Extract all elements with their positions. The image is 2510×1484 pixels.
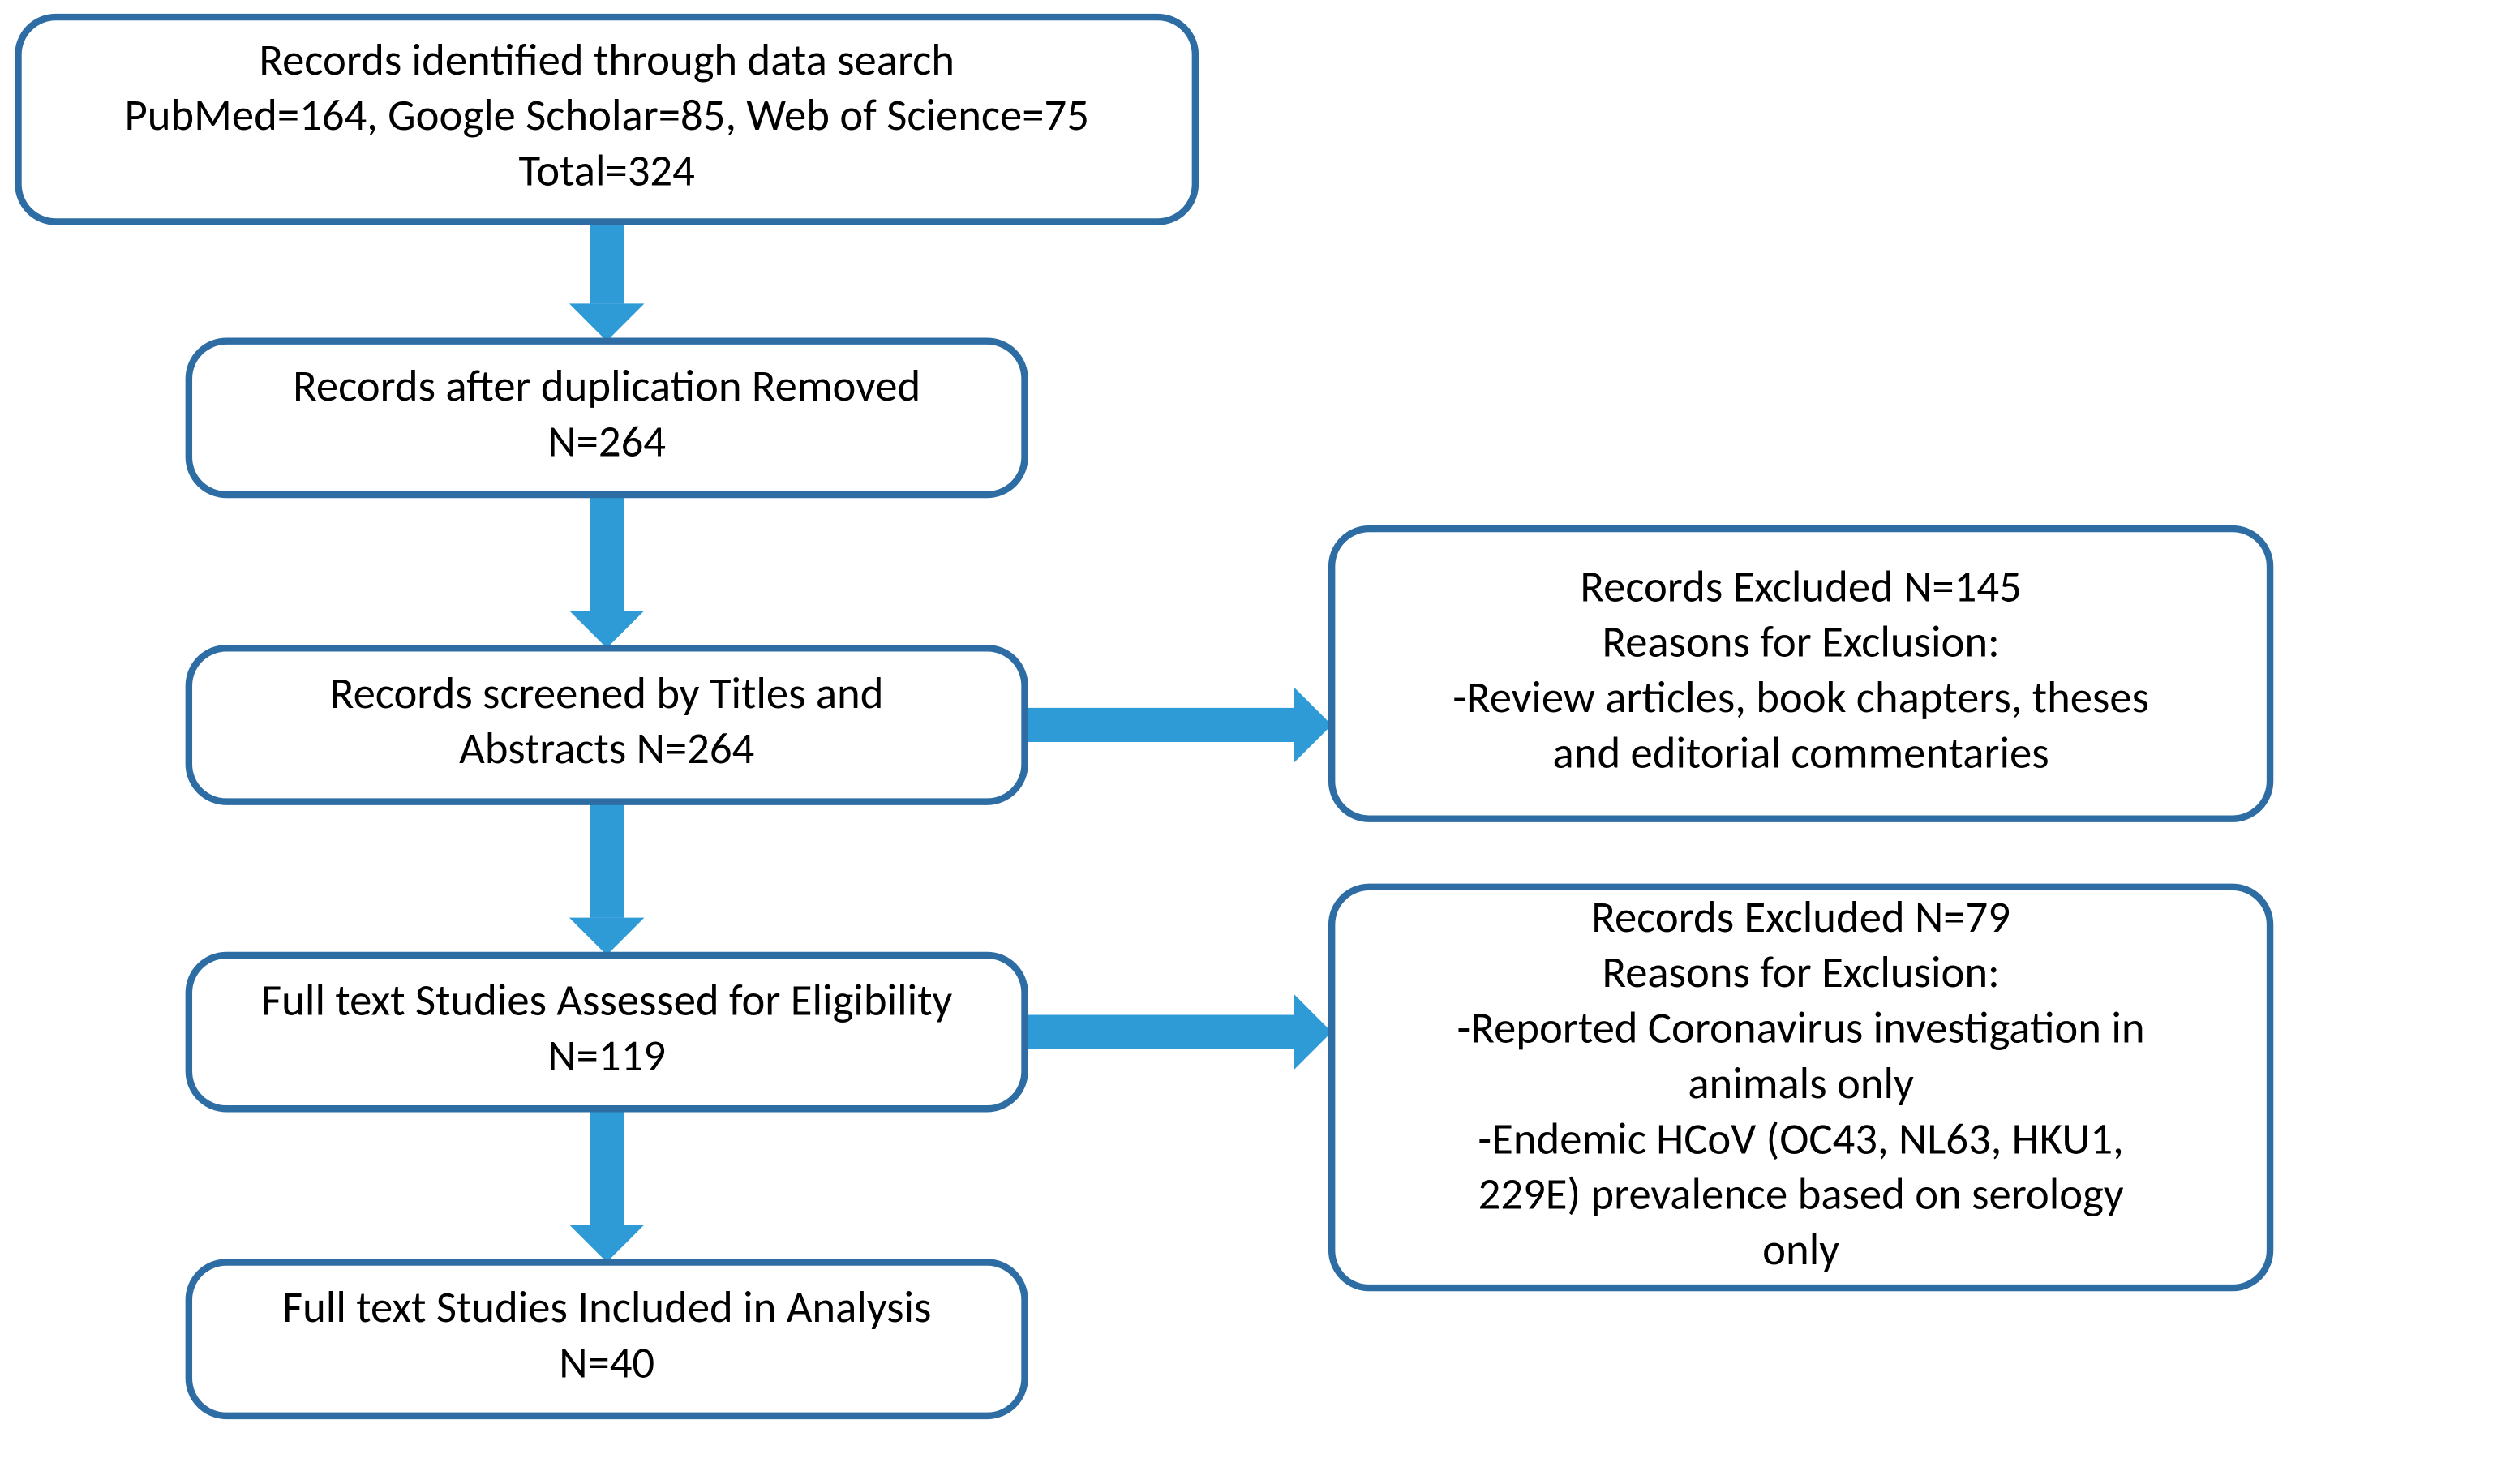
arrow-n3-n4 [569,802,645,955]
flow-node-ex2: Records Excluded N=79Reasons for Exclusi… [1332,887,2270,1288]
flow-node-n2: Records after duplication RemovedN=264 [189,341,1025,495]
arrow-n4-n5 [569,1109,645,1262]
flow-node-n3: Records screened by Titles andAbstracts … [189,648,1025,801]
flow-node-ex1: Records Excluded N=145Reasons for Exclus… [1332,529,2270,819]
arrow-n3-ex1 [1025,688,1332,763]
flow-node-n4: Full text Studies Assessed for Eligibili… [189,955,1025,1109]
arrow-n4-ex2 [1025,994,1332,1070]
arrow-n1-n2 [569,221,645,341]
flow-node-n5: Full text Studies Included in AnalysisN=… [189,1263,1025,1416]
flow-node-n1: Records identified through data searchPu… [19,17,1195,221]
arrow-n2-n3 [569,495,645,648]
